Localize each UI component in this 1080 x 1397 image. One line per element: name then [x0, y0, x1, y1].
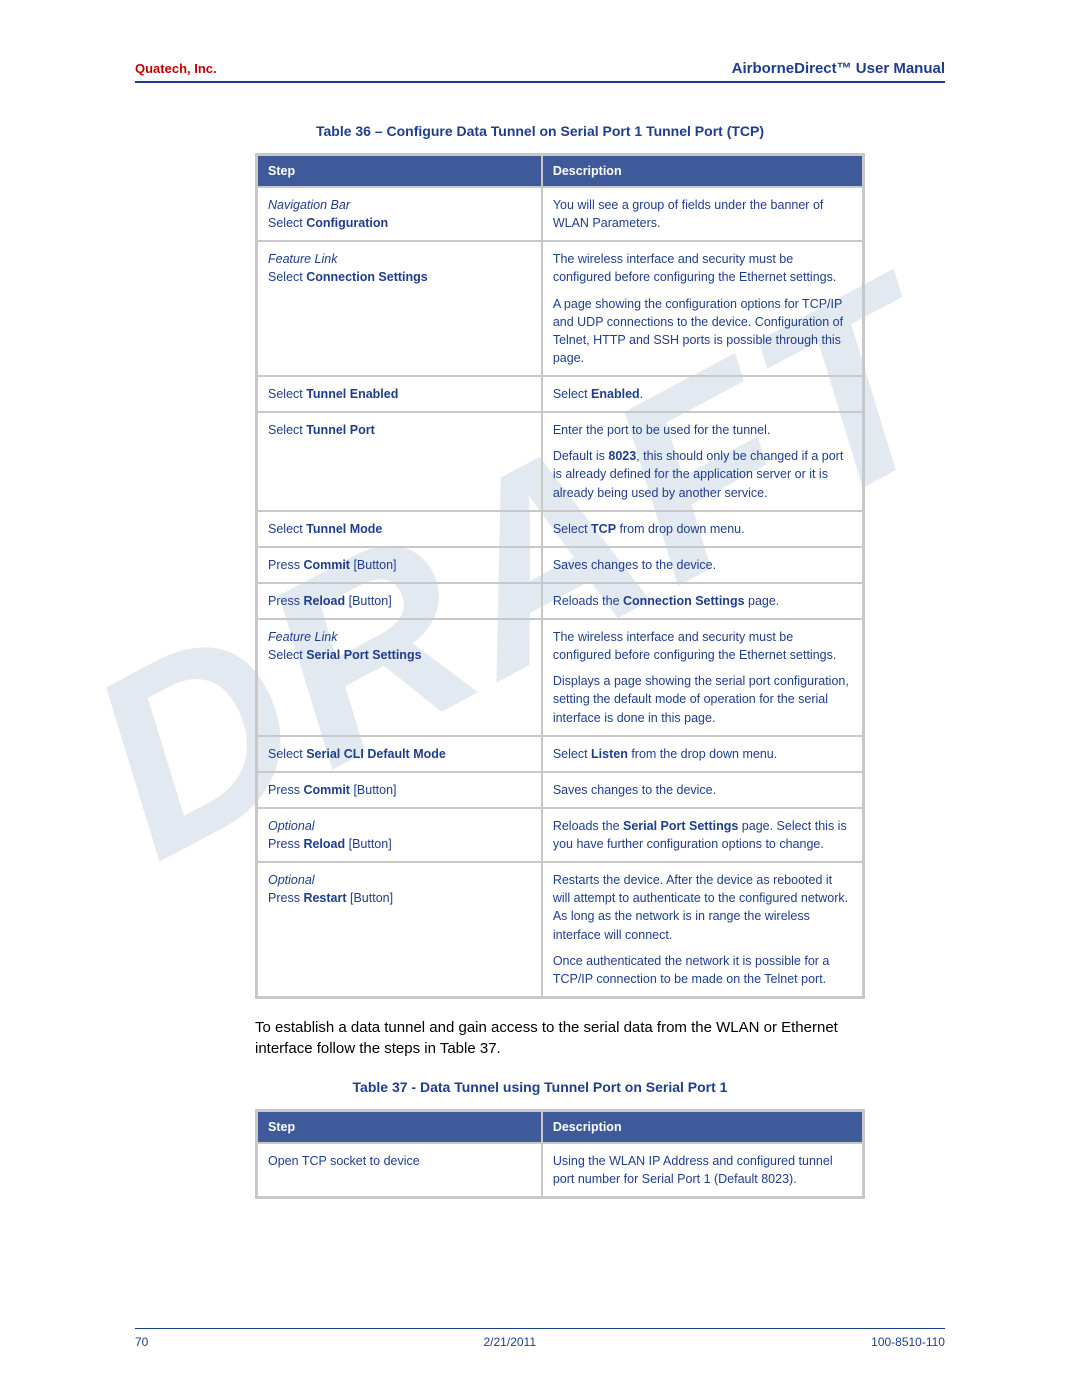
step-section-label: Feature Link — [268, 250, 531, 268]
desc-cell: Select Enabled. — [542, 376, 863, 412]
step-section-label: Optional — [268, 871, 531, 889]
table36: Step Description Navigation BarSelect Co… — [255, 153, 865, 999]
step-cell: Press Commit [Button] — [257, 772, 542, 808]
header-title: AirborneDirect™ User Manual — [732, 60, 945, 77]
desc-text: Reloads the Connection Settings page. — [553, 592, 852, 610]
footer-page-num: 70 — [135, 1335, 148, 1349]
desc-text: Select Listen from the drop down menu. — [553, 745, 852, 763]
table37-col-step: Step — [257, 1111, 542, 1143]
step-action: Press Reload [Button] — [268, 592, 531, 610]
desc-cell: The wireless interface and security must… — [542, 241, 863, 376]
step-text: Open TCP socket to device — [268, 1152, 531, 1170]
desc-cell: Reloads the Serial Port Settings page. S… — [542, 808, 863, 862]
table-row: OptionalPress Reload [Button] Reloads the… — [257, 808, 863, 862]
desc-text: Using the WLAN IP Address and configured… — [553, 1152, 852, 1188]
body-paragraph: To establish a data tunnel and gain acce… — [255, 1017, 865, 1059]
page-header: Quatech, Inc. AirborneDirect™ User Manua… — [135, 60, 945, 83]
desc-text: Once authenticated the network it is pos… — [553, 952, 852, 988]
table-row: Select Tunnel Mode Select TCP from drop d… — [257, 511, 863, 547]
table-row: Select Tunnel Port Enter the port to be u… — [257, 412, 863, 511]
step-action: Press Reload [Button] — [268, 835, 531, 853]
desc-cell: Saves changes to the device. — [542, 547, 863, 583]
table37: Step Description Open TCP socket to devi… — [255, 1109, 865, 1199]
step-cell: Press Reload [Button] — [257, 583, 542, 619]
step-action: Select Serial Port Settings — [268, 646, 531, 664]
desc-cell: Select TCP from drop down menu. — [542, 511, 863, 547]
step-cell: Navigation BarSelect Configuration — [257, 187, 542, 241]
step-section-label: Optional — [268, 817, 531, 835]
step-cell: Press Commit [Button] — [257, 547, 542, 583]
table-row: Press Commit [Button] Saves changes to th… — [257, 772, 863, 808]
step-cell: Open TCP socket to device — [257, 1143, 542, 1197]
step-cell: Select Serial CLI Default Mode — [257, 736, 542, 772]
desc-text: Displays a page showing the serial port … — [553, 672, 852, 726]
step-action: Press Commit [Button] — [268, 556, 531, 574]
desc-text: Saves changes to the device. — [553, 556, 852, 574]
table-row: Select Serial CLI Default Mode Select Lis… — [257, 736, 863, 772]
desc-cell: You will see a group of fields under the… — [542, 187, 863, 241]
step-action: Select Connection Settings — [268, 268, 531, 286]
table36-title: Table 36 – Configure Data Tunnel on Seri… — [135, 123, 945, 139]
desc-cell: Reloads the Connection Settings page. — [542, 583, 863, 619]
desc-text: Saves changes to the device. — [553, 781, 852, 799]
step-cell: Feature LinkSelect Serial Port Settings — [257, 619, 542, 736]
table36-col-step: Step — [257, 155, 542, 187]
desc-text: Select TCP from drop down menu. — [553, 520, 852, 538]
step-action: Select Configuration — [268, 214, 531, 232]
desc-text: Default is 8023, this should only be cha… — [553, 447, 852, 501]
desc-cell: Restarts the device. After the device as… — [542, 862, 863, 997]
step-cell: Feature LinkSelect Connection Settings — [257, 241, 542, 376]
desc-cell: Select Listen from the drop down menu. — [542, 736, 863, 772]
desc-text: A page showing the configuration options… — [553, 295, 852, 368]
page-footer: 70 2/21/2011 100-8510-110 — [135, 1328, 945, 1349]
step-action: Select Tunnel Enabled — [268, 385, 531, 403]
step-action: Press Commit [Button] — [268, 781, 531, 799]
step-action: Select Tunnel Mode — [268, 520, 531, 538]
step-action: Select Serial CLI Default Mode — [268, 745, 531, 763]
table-row: Feature LinkSelect Serial Port Settings T… — [257, 619, 863, 736]
step-cell: Select Tunnel Port — [257, 412, 542, 511]
desc-cell: The wireless interface and security must… — [542, 619, 863, 736]
desc-text: Enter the port to be used for the tunnel… — [553, 421, 852, 439]
desc-text: Select Enabled. — [553, 385, 852, 403]
footer-date: 2/21/2011 — [484, 1335, 537, 1349]
table-row: Select Tunnel Enabled Select Enabled. — [257, 376, 863, 412]
table-row: Press Commit [Button] Saves changes to th… — [257, 547, 863, 583]
table-row: Press Reload [Button] Reloads the Connect… — [257, 583, 863, 619]
desc-text: The wireless interface and security must… — [553, 628, 852, 664]
step-action: Press Restart [Button] — [268, 889, 531, 907]
step-cell: OptionalPress Reload [Button] — [257, 808, 542, 862]
desc-text: Reloads the Serial Port Settings page. S… — [553, 817, 852, 853]
step-cell: Select Tunnel Enabled — [257, 376, 542, 412]
desc-cell: Using the WLAN IP Address and configured… — [542, 1143, 863, 1197]
desc-text: The wireless interface and security must… — [553, 250, 852, 286]
header-company: Quatech, Inc. — [135, 61, 217, 76]
footer-doc-id: 100-8510-110 — [871, 1335, 945, 1349]
desc-cell: Saves changes to the device. — [542, 772, 863, 808]
table-row: Open TCP socket to device Using the WLAN … — [257, 1143, 863, 1197]
desc-text: Restarts the device. After the device as… — [553, 871, 852, 944]
desc-text: You will see a group of fields under the… — [553, 196, 852, 232]
table37-col-desc: Description — [542, 1111, 863, 1143]
table-row: Feature LinkSelect Connection Settings Th… — [257, 241, 863, 376]
table-row: OptionalPress Restart [Button]Restarts t… — [257, 862, 863, 997]
step-cell: Select Tunnel Mode — [257, 511, 542, 547]
table36-col-desc: Description — [542, 155, 863, 187]
desc-cell: Enter the port to be used for the tunnel… — [542, 412, 863, 511]
step-section-label: Feature Link — [268, 628, 531, 646]
step-action: Select Tunnel Port — [268, 421, 531, 439]
table-row: Navigation BarSelect Configuration You wi… — [257, 187, 863, 241]
step-cell: OptionalPress Restart [Button] — [257, 862, 542, 997]
step-section-label: Navigation Bar — [268, 196, 531, 214]
table37-title: Table 37 - Data Tunnel using Tunnel Port… — [135, 1079, 945, 1095]
